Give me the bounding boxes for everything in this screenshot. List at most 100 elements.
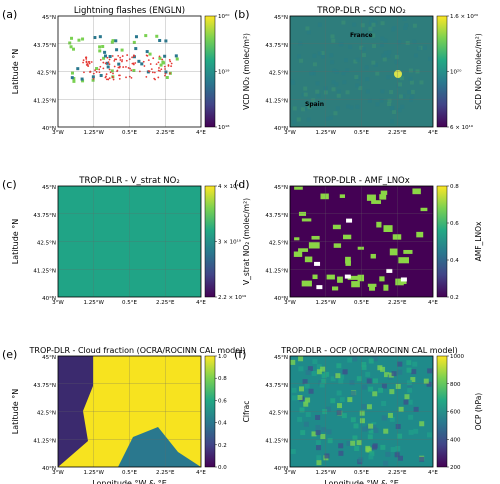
flash-cell	[95, 67, 99, 71]
scd-cell	[428, 56, 433, 61]
flash-point	[153, 77, 156, 80]
x-tick-label: 1.25°W	[316, 470, 337, 476]
colorbar-tick-label: 10¹⁸	[218, 124, 230, 131]
panel-letter: (c)	[2, 178, 17, 191]
colorbar-label: V_strat NO₂ (molec/m²)	[242, 198, 251, 285]
flash-point	[161, 58, 164, 61]
flash-cell	[101, 45, 105, 49]
y-axis-label: Latitude °N	[11, 219, 20, 264]
ocp-cell	[377, 365, 383, 371]
flash-point	[109, 71, 112, 74]
ocp-cell	[427, 368, 433, 374]
ocp-cell	[298, 386, 304, 392]
scd-cell	[301, 107, 306, 112]
scd-cell	[403, 25, 408, 30]
flash-point	[121, 55, 124, 57]
ocp-cell	[298, 356, 304, 362]
scd-cell	[342, 80, 347, 85]
flash-cell	[81, 79, 85, 83]
scd-cell	[369, 17, 374, 22]
ocp-cell	[389, 389, 395, 395]
ocp-cell	[342, 369, 348, 375]
ocp-cell	[413, 406, 419, 412]
scd-cell	[412, 39, 417, 44]
x-tick-label: 0.5°E	[354, 300, 369, 306]
ocp-cell	[299, 407, 305, 413]
flash-cell	[134, 35, 138, 39]
amf-cell	[392, 234, 402, 240]
scd-cell	[353, 59, 358, 64]
ocp-cell	[395, 383, 401, 389]
colorbar-gradient	[436, 355, 448, 468]
scd-cell	[336, 89, 341, 94]
scd-cell	[306, 30, 311, 35]
colorbar-tick-label: 0.6	[450, 221, 459, 227]
scd-cell	[422, 45, 427, 50]
flash-cell	[71, 47, 75, 51]
flash-point	[105, 78, 108, 81]
flash-point	[157, 76, 160, 79]
amf-cell	[294, 237, 300, 241]
flash-point	[119, 74, 121, 77]
x-tick-label: 3°W	[52, 470, 64, 476]
colorbar-tick-label: 400	[450, 437, 461, 443]
scd-cell	[402, 16, 407, 21]
ocp-cell	[315, 430, 321, 436]
x-axis-label: Longitude °W & °E	[324, 479, 399, 484]
flash-point	[121, 59, 124, 61]
ocp-cell	[359, 418, 365, 424]
map-area	[289, 185, 434, 298]
panel-title: TROP-DLR - AMF_LNOx	[312, 176, 410, 186]
amf-cell	[345, 256, 351, 264]
panel-title: Lightning flashes (ENGLN)	[74, 6, 185, 16]
ocp-cell	[368, 423, 374, 429]
flash-point	[152, 57, 155, 60]
x-tick-label: 3°W	[284, 300, 296, 306]
scd-cell	[387, 50, 392, 55]
ocp-cell	[290, 359, 296, 365]
ocp-cell	[368, 454, 374, 460]
ocp-cell	[371, 424, 377, 430]
flash-point	[164, 68, 166, 70]
ocp-cell	[372, 356, 378, 362]
colorbar-label: VCD NO₂ (molec/m²)	[242, 33, 251, 110]
ocp-cell	[320, 366, 326, 372]
amf-cell	[389, 248, 398, 256]
x-tick-label: 0.5°E	[354, 130, 369, 136]
amf-cell	[301, 280, 312, 287]
y-tick-label: 45°N	[42, 15, 56, 21]
ocp-cell	[406, 380, 412, 386]
x-tick-label: 4°E	[196, 130, 206, 136]
flash-point	[117, 55, 120, 57]
flash-point	[168, 58, 171, 61]
flash-point	[104, 62, 107, 65]
amf-cell	[420, 207, 428, 212]
x-tick-label: 1.25°W	[316, 300, 337, 306]
flash-point	[122, 66, 125, 68]
scd-cell	[306, 117, 311, 122]
ocp-cell	[397, 369, 403, 375]
scd-cell	[361, 53, 366, 58]
flash-cell	[163, 54, 167, 58]
scd-cell	[301, 92, 306, 97]
amf-cell	[366, 194, 376, 201]
flash-point	[113, 65, 116, 68]
flash-point	[114, 58, 116, 61]
scd-cell	[368, 26, 373, 31]
ocp-cell	[346, 440, 352, 446]
ocp-cell	[389, 416, 395, 422]
amf-cell	[403, 249, 413, 254]
flash-point	[127, 67, 130, 69]
scd-cell	[391, 27, 396, 32]
amf-cell	[345, 260, 351, 266]
flash-point	[92, 77, 95, 80]
scd-cell	[311, 98, 316, 103]
scd-cell	[371, 60, 376, 65]
ocp-cell	[423, 378, 429, 384]
flash-cell	[69, 45, 73, 49]
ocp-cell	[330, 376, 336, 382]
flash-cell	[77, 38, 81, 42]
ocp-cell	[327, 438, 333, 444]
y-tick-label: 40°N	[274, 126, 288, 132]
colorbar-label: AMF_LNOx	[474, 221, 483, 261]
